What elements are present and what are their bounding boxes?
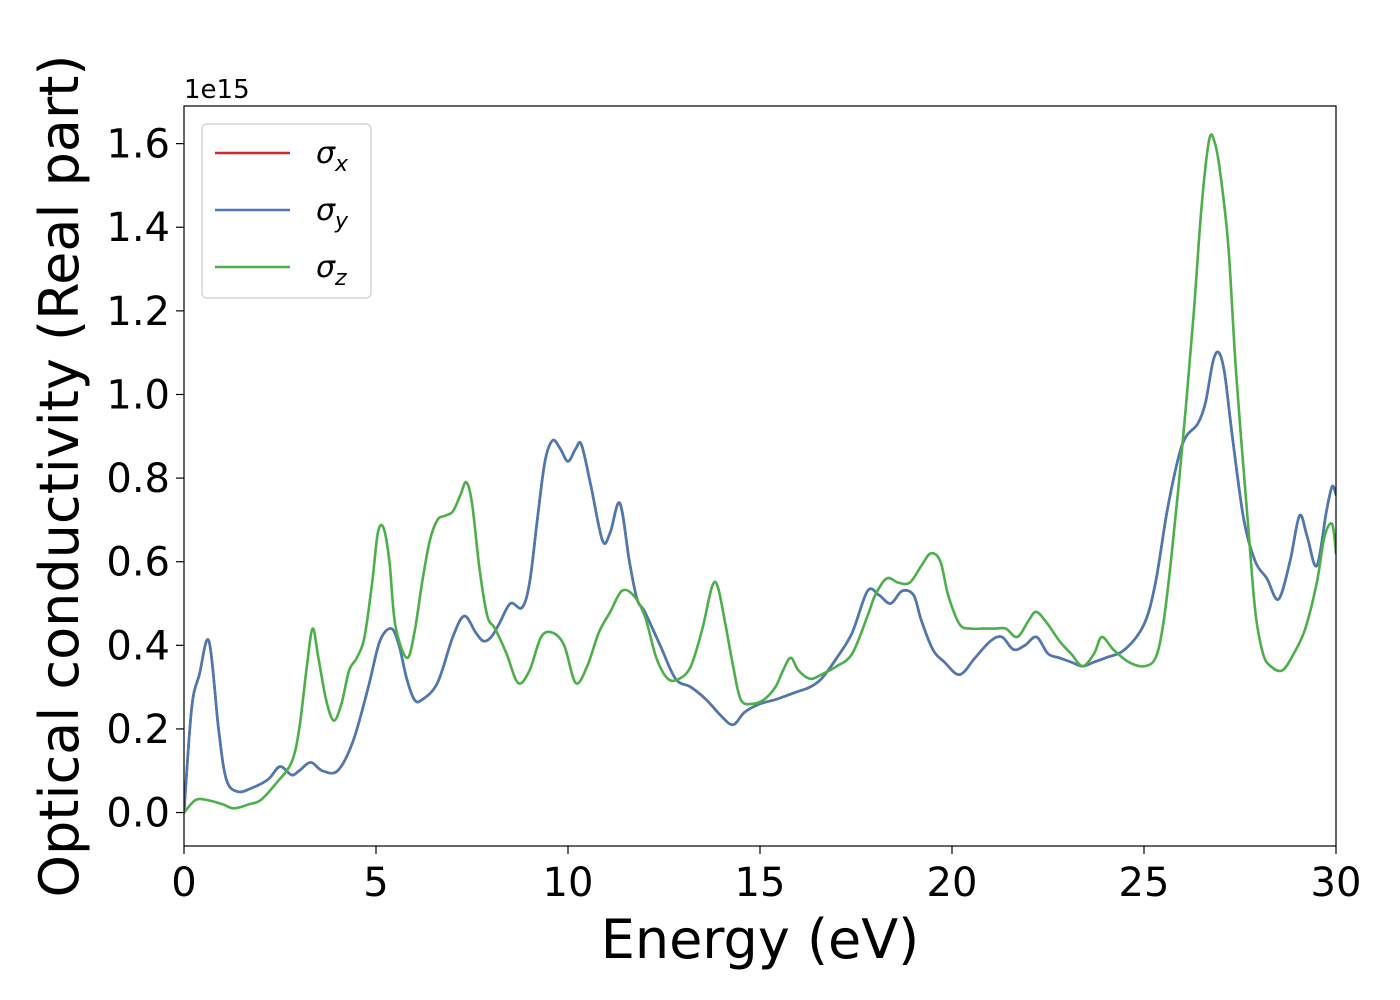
legend: σx σy σz: [201, 123, 372, 299]
y-tick-label: 1.6: [106, 122, 170, 168]
y-tick-label: 1.2: [106, 289, 170, 335]
x-tick-label: 15: [735, 860, 786, 906]
x-tick-label: 0: [171, 860, 196, 906]
y-offset-label: 1e15: [184, 75, 250, 105]
x-tick-label: 5: [363, 860, 388, 906]
x-tick-label: 30: [1311, 860, 1362, 906]
legend-items: σx σy σz: [215, 136, 349, 291]
x-tick-label: 10: [543, 860, 594, 906]
legend-label-y: σy: [316, 193, 349, 234]
y-tick-label: 1.4: [106, 205, 170, 251]
series-line-z: [184, 133, 1336, 814]
series-layer: [184, 133, 1336, 814]
plot-area: [184, 106, 1336, 846]
y-tick-label: 0.4: [106, 623, 170, 669]
ticks-layer: 0 5 10 15 20 25 30 0.0 0.2 0.4 0.6 0.8 1.0 1.2 1.4 1.6: [106, 122, 1361, 906]
legend-label-x: σx: [316, 136, 349, 177]
x-tick-label: 20: [927, 860, 978, 906]
y-tick-label: 0.0: [106, 791, 170, 837]
legend-label-z: σz: [316, 250, 347, 291]
y-axis-title: Optical conductivity (Real part): [28, 55, 91, 898]
plot-frame: [183, 105, 1337, 847]
x-axis-title: Energy (eV): [601, 908, 920, 971]
y-tick-label: 1.0: [106, 372, 170, 418]
x-tick-label: 25: [1119, 860, 1170, 906]
y-tick-label: 0.2: [106, 707, 170, 753]
y-tick-label: 0.6: [106, 540, 170, 586]
y-tick-label: 0.8: [106, 456, 170, 502]
